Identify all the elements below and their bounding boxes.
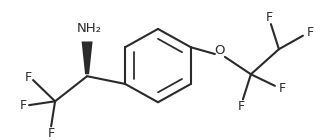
Text: O: O [215, 44, 225, 57]
Text: F: F [47, 127, 55, 140]
Text: F: F [306, 26, 313, 39]
Text: F: F [20, 99, 27, 112]
Text: F: F [265, 11, 272, 24]
Polygon shape [82, 41, 93, 74]
Text: F: F [278, 82, 285, 95]
Text: F: F [25, 71, 32, 84]
Text: NH₂: NH₂ [76, 22, 101, 35]
Text: F: F [237, 100, 245, 113]
